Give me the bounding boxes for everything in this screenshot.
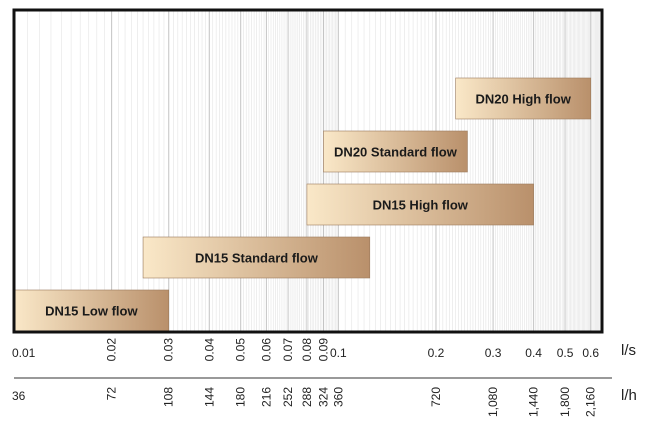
lh-tick-label: 72 (105, 387, 119, 401)
range-bar: DN15 Low flow (13, 289, 170, 332)
lh-tick-label: 1,080 (486, 387, 500, 417)
range-bar-rect (455, 77, 592, 120)
lh-tick-label: 108 (162, 387, 176, 407)
range-bar-rect (142, 236, 371, 279)
range-bar-rect (13, 289, 170, 332)
ls-unit-label: l/s (621, 342, 636, 359)
ls-tick-label: 0.6 (582, 346, 599, 360)
lh-tick-label: 1,800 (558, 387, 572, 417)
range-bar-rect (323, 130, 468, 173)
ls-tick-label: 0.08 (300, 338, 314, 362)
ls-tick-labels: 0.01 0.02 0.03 0.04 0.05 0.06 0.07 0.08 0.09 0.1 0… (12, 338, 599, 362)
range-bar-label: DN15 Standard flow (195, 251, 319, 266)
range-bar: DN20 High flow (455, 77, 592, 120)
lh-tick-label: 360 (331, 387, 345, 407)
lh-tick-label: 288 (300, 387, 314, 407)
range-bar-label: DN15 Low flow (45, 304, 138, 319)
range-bar-label: DN15 High flow (373, 198, 469, 213)
range-bar: DN20 Standard flow (323, 130, 468, 173)
ls-tick-label: 0.2 (428, 346, 445, 360)
ls-tick-label: 0.04 (202, 338, 216, 362)
ls-tick-label: 0.1 (330, 346, 347, 360)
range-bar-rect (306, 183, 534, 226)
lh-tick-label: 216 (259, 387, 273, 407)
lh-tick-label: 2,160 (584, 387, 598, 417)
lh-tick-label: 1,440 (527, 387, 541, 417)
range-bar: DN15 High flow (306, 183, 534, 226)
plot-background (14, 10, 602, 332)
plot-frame (12, 8, 604, 334)
ls-tick-label: 0.06 (259, 338, 273, 362)
ls-tick-label: 0.07 (281, 338, 295, 362)
lh-tick-label: 36 (12, 389, 26, 403)
lh-tick-label: 324 (316, 387, 330, 407)
lh-tick-label: 180 (234, 387, 248, 407)
lh-unit-label: l/h (621, 387, 637, 404)
ls-tick-label: 0.01 (12, 346, 36, 360)
range-bar: DN15 Standard flow (142, 236, 371, 279)
lh-tick-label: 720 (429, 387, 443, 407)
ls-tick-label: 0.3 (485, 346, 502, 360)
range-bar-label: DN20 Standard flow (334, 145, 458, 160)
range-bars: DN15 Low flow DN15 Standard flow DN15 High… (13, 77, 592, 332)
ls-tick-label: 0.09 (316, 338, 330, 362)
ls-tick-label: 0.02 (105, 338, 119, 362)
ls-tick-label: 0.03 (162, 338, 176, 362)
range-bar-label: DN20 High flow (476, 92, 572, 107)
lh-tick-labels: 36 72 108 144 180 216 252 288 324 360 720 1,080 1,44… (12, 387, 598, 417)
ls-tick-label: 0.05 (234, 338, 248, 362)
lh-tick-label: 144 (202, 387, 216, 407)
ls-tick-label: 0.4 (525, 346, 542, 360)
ls-tick-label: 0.5 (557, 346, 574, 360)
lh-tick-label: 252 (281, 387, 295, 407)
